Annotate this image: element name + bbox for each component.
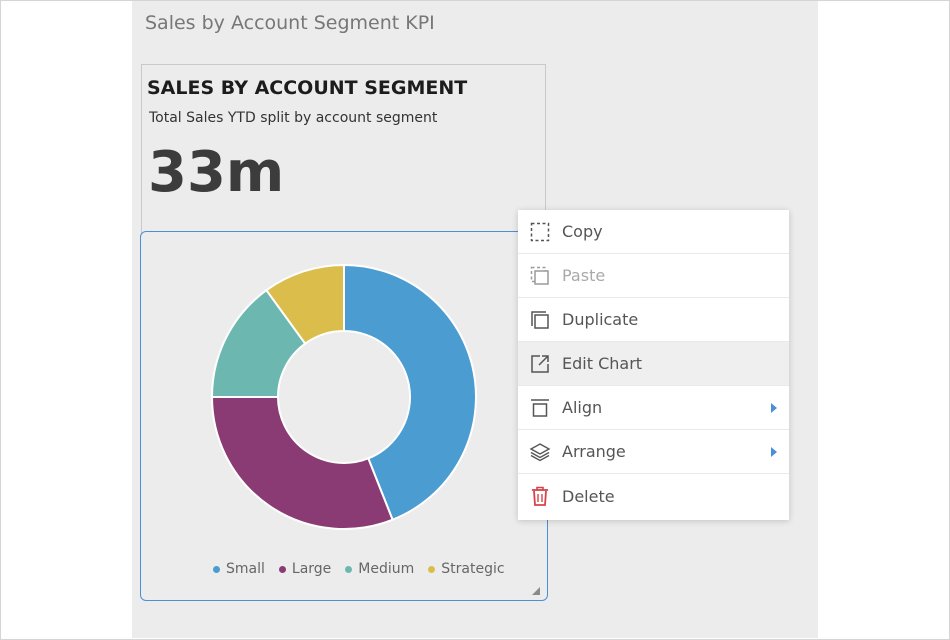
menu-item-arrange-label: Arrange — [562, 442, 626, 461]
menu-item-edit-chart[interactable]: Edit Chart — [518, 342, 789, 386]
menu-item-duplicate-label: Duplicate — [562, 310, 639, 329]
menu-item-copy-label: Copy — [562, 222, 603, 241]
legend-item-small[interactable]: Small — [213, 561, 265, 577]
menu-item-align[interactable]: Align — [518, 386, 789, 430]
legend-item-medium[interactable]: Medium — [345, 561, 414, 577]
menu-item-arrange[interactable]: Arrange — [518, 430, 789, 474]
donut-slice-strategic[interactable] — [265, 264, 345, 346]
kpi-title: SALES BY ACCOUNT SEGMENT — [147, 77, 468, 99]
chart-legend: Small Large Medium Strategic — [213, 561, 505, 577]
menu-item-delete[interactable]: Delete — [518, 474, 789, 518]
page-title: Sales by Account Segment KPI — [145, 12, 435, 34]
legend-dot — [428, 565, 436, 573]
menu-item-duplicate[interactable]: Duplicate — [518, 298, 789, 342]
edit-chart-icon — [529, 353, 551, 375]
legend-item-large[interactable]: Large — [278, 561, 332, 577]
trash-icon — [529, 485, 551, 507]
duplicate-icon — [529, 309, 551, 331]
legend-item-strategic[interactable]: Strategic — [428, 561, 505, 577]
legend-label: Large — [291, 561, 332, 577]
legend-label: Strategic — [441, 561, 505, 577]
chevron-right-icon — [771, 403, 777, 413]
resize-handle-icon[interactable] — [530, 585, 541, 596]
menu-item-align-label: Align — [562, 398, 603, 417]
menu-item-edit-chart-label: Edit Chart — [562, 354, 643, 373]
donut-slice-large[interactable] — [211, 396, 394, 530]
kpi-subtitle: Total Sales YTD split by account segment — [149, 110, 438, 126]
menu-item-paste[interactable]: Paste — [518, 254, 789, 298]
legend-dot — [278, 565, 286, 573]
legend-label: Small — [226, 561, 265, 577]
chevron-right-icon — [771, 447, 777, 457]
layers-icon — [529, 441, 551, 463]
menu-item-delete-label: Delete — [562, 486, 615, 506]
legend-label: Medium — [358, 561, 415, 577]
copy-icon — [529, 221, 551, 243]
kpi-value: 33m — [148, 140, 285, 205]
context-menu: Copy Paste Duplicate Edit Chart Align Ar… — [518, 210, 789, 520]
menu-item-paste-label: Paste — [562, 266, 606, 285]
align-icon — [529, 397, 551, 419]
paste-icon — [529, 265, 551, 287]
legend-dot — [345, 565, 353, 573]
donut-chart[interactable] — [211, 264, 477, 530]
donut-slice-small[interactable] — [343, 264, 477, 522]
menu-item-copy[interactable]: Copy — [518, 210, 789, 254]
legend-dot — [213, 565, 220, 573]
